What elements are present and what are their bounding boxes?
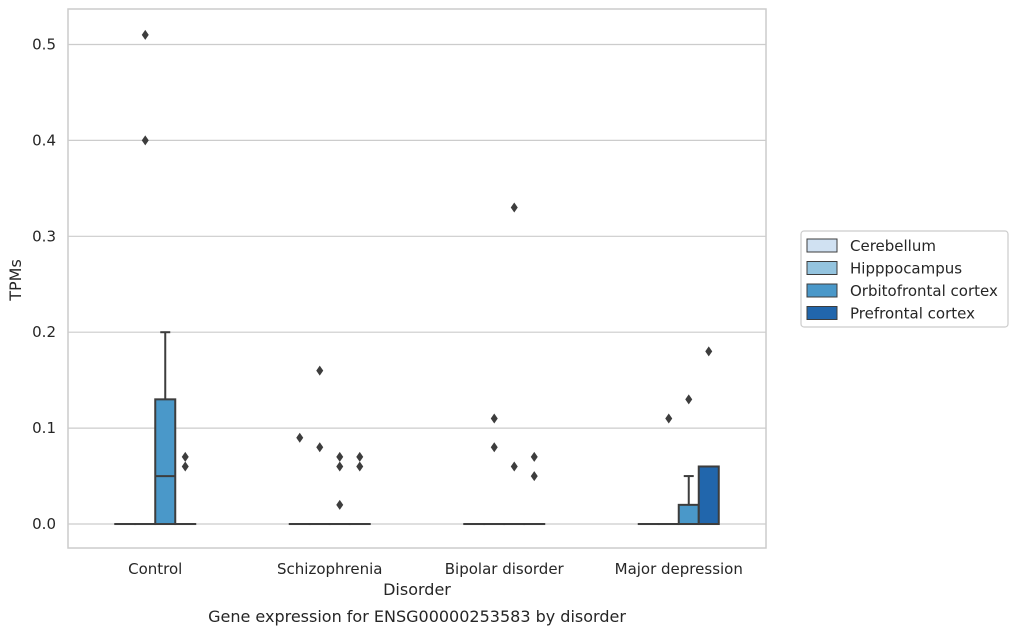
outlier-point <box>141 135 149 146</box>
x-tick-label: Major depression <box>615 560 743 578</box>
outlier-point <box>530 471 538 482</box>
legend-label: Hipppocampus <box>850 260 962 278</box>
outlier-point <box>510 461 518 472</box>
chart-caption: Gene expression for ENSG00000253583 by d… <box>208 607 626 626</box>
legend-label: Prefrontal cortex <box>850 305 975 323</box>
legend-swatch <box>806 238 838 253</box>
y-tick-label: 0.1 <box>32 419 56 437</box>
outlier-point <box>181 461 189 472</box>
outlier-point <box>705 346 713 357</box>
outlier-point <box>510 202 518 213</box>
legend-swatch <box>806 261 838 275</box>
box <box>154 398 177 526</box>
outlier-point <box>685 394 693 405</box>
outlier-point <box>490 413 498 424</box>
box <box>677 503 700 526</box>
outlier-point <box>356 451 364 462</box>
x-tick-label: Schizophrenia <box>277 560 382 578</box>
x-tick-label: Bipolar disorder <box>445 560 565 578</box>
y-axis-ticks: 0.0 0.1 0.2 0.3 0.4 0.5 <box>32 35 56 533</box>
outlier-point <box>316 442 324 453</box>
y-axis-label: TPMs <box>6 259 25 302</box>
y-tick-label: 0.4 <box>32 131 56 149</box>
y-tick-label: 0.5 <box>32 35 56 53</box>
outlier-point <box>336 451 344 462</box>
outlier-point <box>336 461 344 472</box>
x-tick-label: Control <box>128 560 182 578</box>
y-tick-label: 0.3 <box>32 227 56 245</box>
outlier-point <box>336 499 344 510</box>
box <box>697 465 720 526</box>
box-plot-marks <box>114 29 720 526</box>
plot-frame <box>67 8 767 549</box>
outlier-point <box>665 413 673 424</box>
legend-frame <box>800 230 1009 328</box>
y-tick-label: 0.0 <box>32 515 56 533</box>
outlier-point <box>296 432 304 443</box>
outlier-point <box>356 461 364 472</box>
legend: Cerebellum Hipppocampus Orbitofrontal cort… <box>800 230 1009 328</box>
outlier-point <box>141 29 149 40</box>
outlier-point <box>490 442 498 453</box>
legend-swatch <box>806 283 838 298</box>
y-tick-label: 0.2 <box>32 323 56 341</box>
outlier-point <box>316 365 324 376</box>
x-axis-label: Disorder <box>383 580 451 599</box>
legend-label: Orbitofrontal cortex <box>850 282 998 300</box>
legend-swatch <box>806 306 838 320</box>
outlier-point <box>181 451 189 462</box>
legend-label: Cerebellum <box>850 237 936 255</box>
x-axis-ticks: Control Schizophrenia Bipolar disorder Majo… <box>128 560 743 578</box>
outlier-point <box>530 451 538 462</box>
